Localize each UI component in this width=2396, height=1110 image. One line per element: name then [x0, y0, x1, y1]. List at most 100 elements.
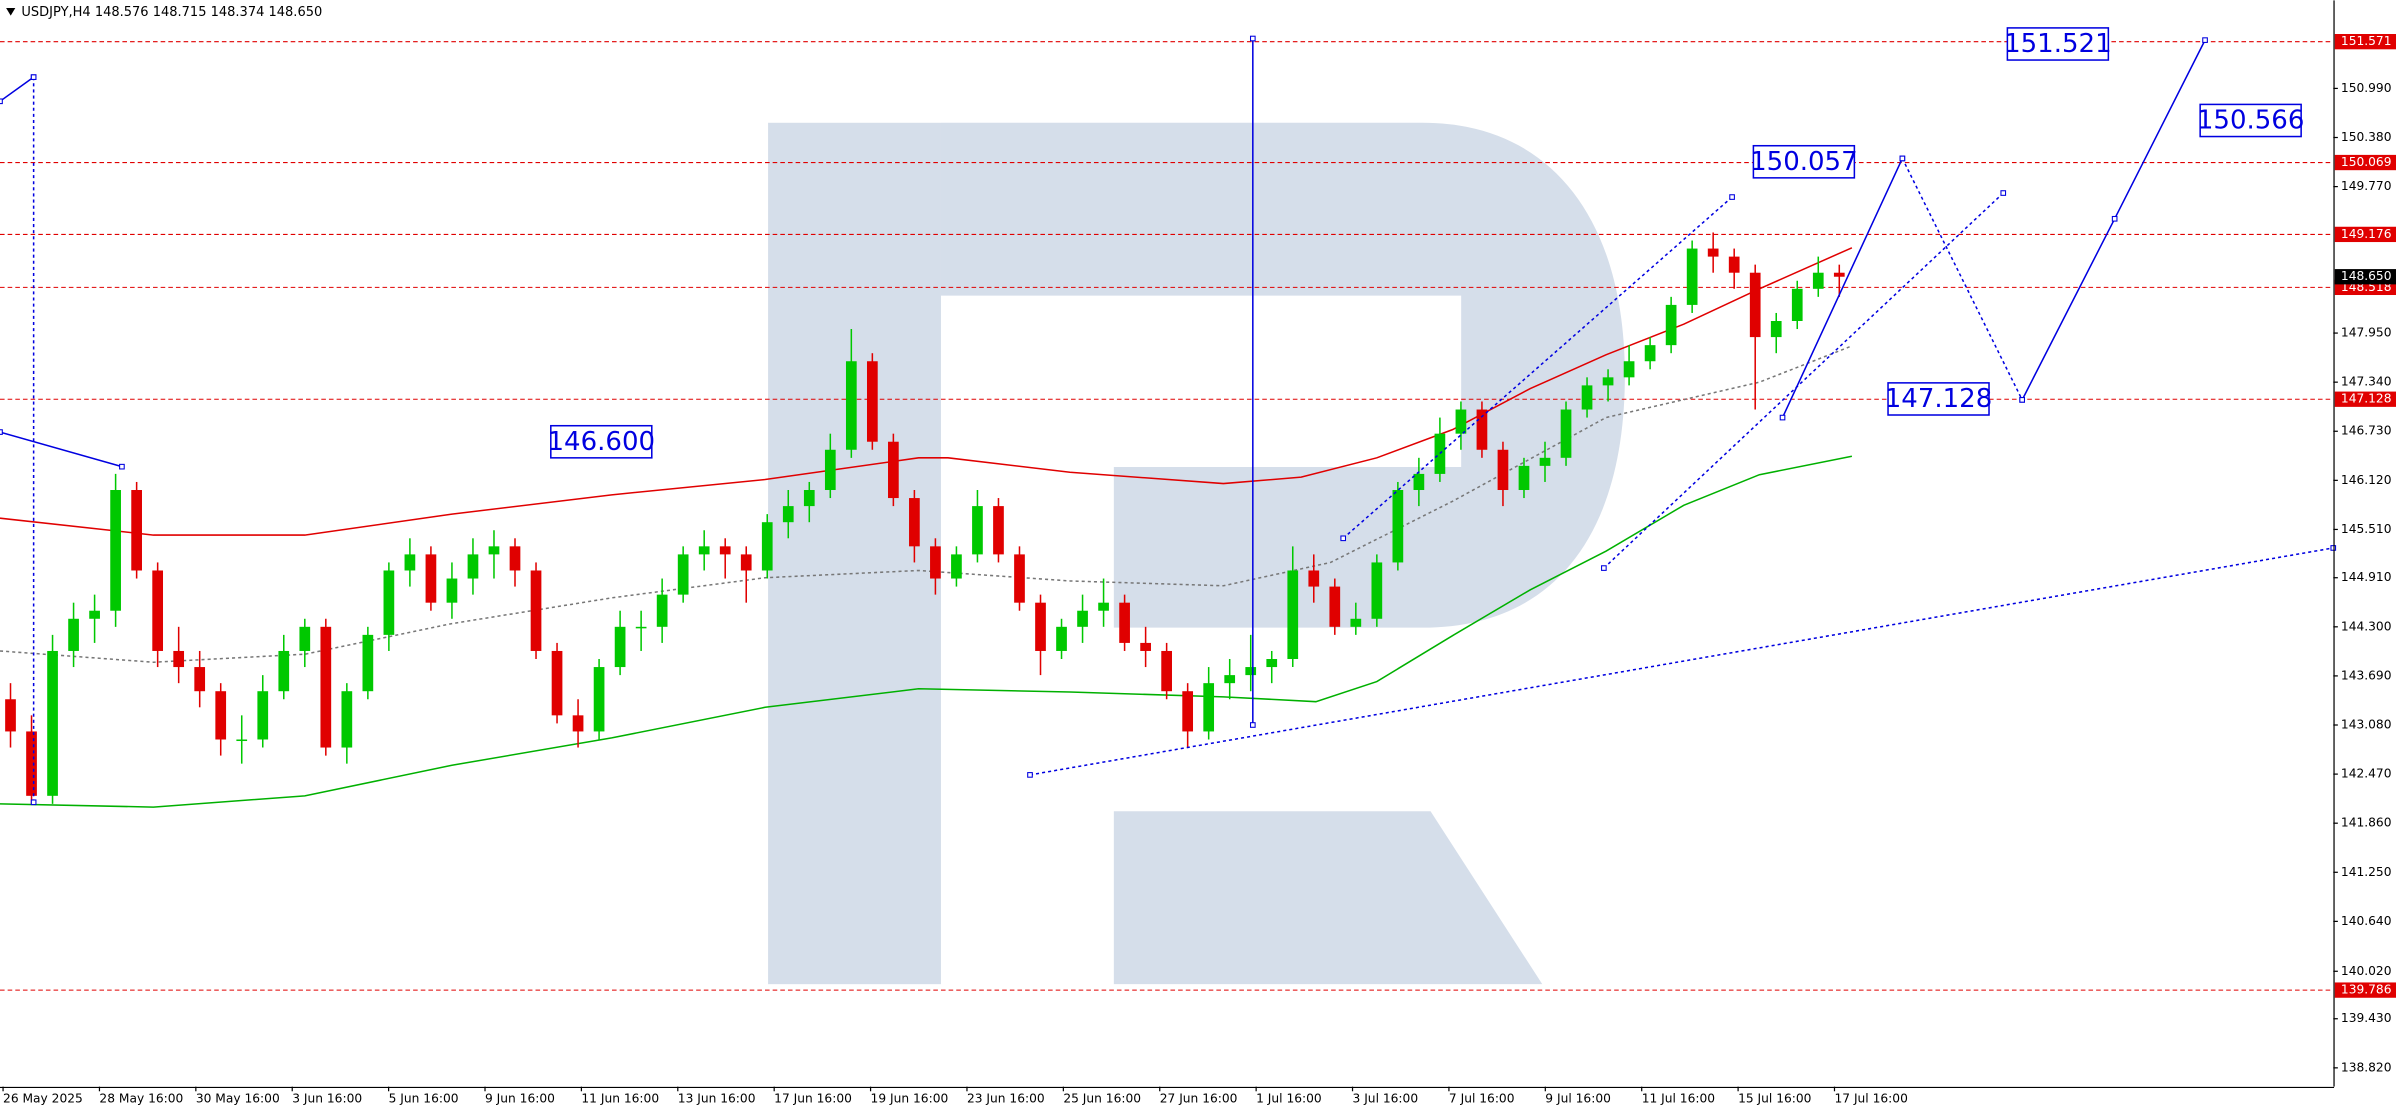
candle-body — [1665, 304, 1677, 346]
watermark-leg — [1113, 811, 1543, 985]
x-tick-label: 7 Jul 16:00 — [1449, 1091, 1515, 1105]
x-tick-label: 1 Jul 16:00 — [1256, 1091, 1322, 1105]
candle-body — [803, 490, 815, 507]
forecast-label-box — [1752, 144, 1856, 179]
x-tick-label: 30 May 16:00 — [196, 1091, 280, 1105]
watermark — [768, 122, 1625, 985]
candle-body — [888, 441, 899, 499]
candle-body — [572, 715, 584, 732]
candle-body — [1119, 602, 1130, 643]
x-tick-label: 26 May 2025 — [3, 1091, 83, 1105]
current-price-box — [2334, 269, 2396, 285]
candle-body — [1329, 586, 1341, 627]
candle-body — [1371, 562, 1383, 619]
anchor-point — [2202, 37, 2208, 43]
candle-body — [1623, 361, 1635, 378]
candle-body — [383, 570, 395, 635]
anchor-point — [0, 98, 3, 105]
candle-body — [951, 554, 962, 579]
forecast-label-box — [2199, 103, 2302, 138]
x-tick-label: 3 Jul 16:00 — [1353, 1091, 1419, 1105]
candle-body — [257, 691, 269, 740]
y-tick-label: 140.020 — [2341, 964, 2392, 978]
candle-body — [782, 506, 794, 523]
x-tick-label: 3 Jun 16:00 — [292, 1091, 362, 1105]
level-label: 139.786 — [2341, 983, 2392, 997]
y-tick-label: 144.300 — [2341, 619, 2392, 633]
x-tick-label: 28 May 16:00 — [99, 1091, 183, 1105]
candle-body — [1812, 272, 1824, 289]
x-tick-label: 9 Jul 16:00 — [1545, 1091, 1611, 1105]
candle-body — [1476, 409, 1488, 450]
y-tick-label: 150.380 — [2341, 130, 2392, 144]
anchor-point — [1729, 194, 1735, 200]
candle-body — [866, 361, 878, 442]
candle-body — [593, 667, 605, 732]
trend-line — [1342, 196, 1733, 539]
anchor-point — [1899, 155, 1906, 162]
level-label-box — [2334, 226, 2396, 243]
candle-body — [1182, 691, 1194, 732]
candle-body — [845, 361, 857, 450]
x-tick-label: 11 Jun 16:00 — [581, 1091, 659, 1105]
anchor-point — [1249, 35, 1256, 42]
y-tick-label: 142.470 — [2341, 767, 2392, 781]
header: USDJPY,H4 148.576 148.715 148.374 148.65… — [21, 5, 322, 20]
y-tick-label: 145.510 — [2341, 522, 2392, 536]
forecast-label-box — [2006, 27, 2110, 61]
candle-body — [635, 626, 647, 629]
candle-body — [1791, 288, 1803, 321]
forecast-label: 146.600 — [548, 427, 656, 457]
candle-body — [1266, 659, 1278, 668]
candle-body — [341, 691, 353, 748]
candle-body — [1455, 409, 1467, 434]
candle-body — [320, 626, 332, 748]
trend-line — [1781, 158, 1904, 418]
trend-line — [0, 431, 123, 468]
candle-body — [1728, 256, 1740, 273]
x-tick-label: 23 Jun 16:00 — [967, 1091, 1045, 1105]
candle-body — [425, 554, 437, 603]
level-label-box — [2334, 34, 2396, 50]
candle-body — [1077, 610, 1088, 627]
candle-body — [824, 449, 836, 491]
forecast-label: 151.521 — [2004, 29, 2112, 59]
candle-body — [551, 650, 563, 716]
moving-average — [0, 247, 1853, 536]
candle-body — [1098, 602, 1109, 611]
x-tick-label: 5 Jun 16:00 — [389, 1091, 459, 1105]
candle-body — [1140, 642, 1151, 651]
x-tick-label: 17 Jul 16:00 — [1834, 1091, 1907, 1105]
candle-body — [152, 570, 164, 651]
candle-body — [215, 691, 227, 740]
candle-body — [509, 546, 521, 571]
trend-line — [0, 76, 35, 102]
candle-body — [1350, 618, 1362, 627]
anchor-point — [1779, 414, 1786, 421]
level-label-box — [2334, 982, 2396, 998]
candle-body — [1560, 409, 1572, 458]
candle-body — [1539, 457, 1551, 466]
anchor-point — [0, 429, 3, 435]
candle-body — [89, 610, 100, 619]
candle-body — [993, 506, 1004, 555]
y-tick-label: 141.250 — [2341, 865, 2392, 879]
candle-body — [677, 554, 689, 595]
anchor-point — [1601, 565, 1607, 571]
anchor-point — [2111, 215, 2118, 222]
candle-body — [362, 634, 374, 692]
anchor-point — [2330, 545, 2337, 551]
candle-body — [131, 490, 142, 571]
level-label: 151.571 — [2341, 34, 2392, 48]
candle-body — [278, 650, 290, 692]
forecast-label-box — [1887, 382, 1990, 416]
menu-triangle[interactable] — [6, 8, 16, 16]
y-tick-label: 146.730 — [2341, 424, 2392, 438]
candle-body — [1434, 433, 1446, 474]
candle-body — [1014, 554, 1025, 603]
level-label: 150.069 — [2341, 155, 2392, 169]
candle-body — [1518, 465, 1530, 491]
x-tick-label: 17 Jun 16:00 — [774, 1091, 852, 1105]
candle-body — [698, 546, 710, 555]
